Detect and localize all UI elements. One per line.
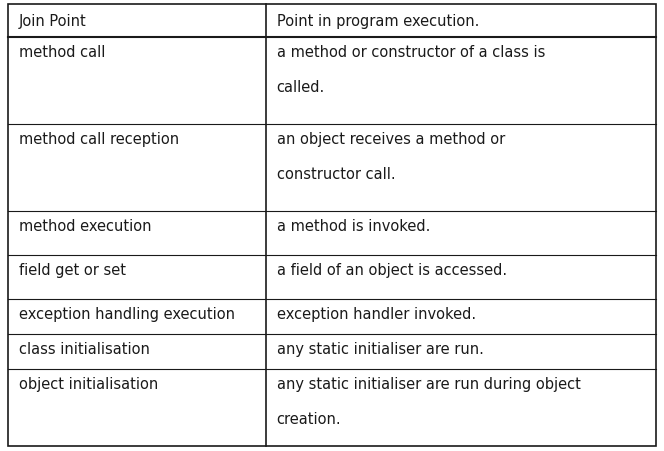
Text: method call reception: method call reception: [19, 132, 179, 147]
Text: exception handler invoked.: exception handler invoked.: [276, 306, 475, 321]
Text: Point in program execution.: Point in program execution.: [276, 14, 479, 29]
Text: a method is invoked.: a method is invoked.: [276, 218, 430, 234]
Text: Join Point: Join Point: [19, 14, 86, 29]
Text: field get or set: field get or set: [19, 262, 125, 277]
Text: a method or constructor of a class is

called.: a method or constructor of a class is ca…: [276, 45, 545, 95]
Text: class initialisation: class initialisation: [19, 341, 149, 356]
Text: any static initialiser are run.: any static initialiser are run.: [276, 341, 483, 356]
Text: method call: method call: [19, 45, 105, 60]
Text: an object receives a method or

constructor call.: an object receives a method or construct…: [276, 132, 505, 181]
Text: exception handling execution: exception handling execution: [19, 306, 234, 321]
Text: object initialisation: object initialisation: [19, 377, 158, 391]
Text: a field of an object is accessed.: a field of an object is accessed.: [276, 262, 507, 277]
Text: any static initialiser are run during object

creation.: any static initialiser are run during ob…: [276, 377, 580, 426]
Text: method execution: method execution: [19, 218, 151, 234]
